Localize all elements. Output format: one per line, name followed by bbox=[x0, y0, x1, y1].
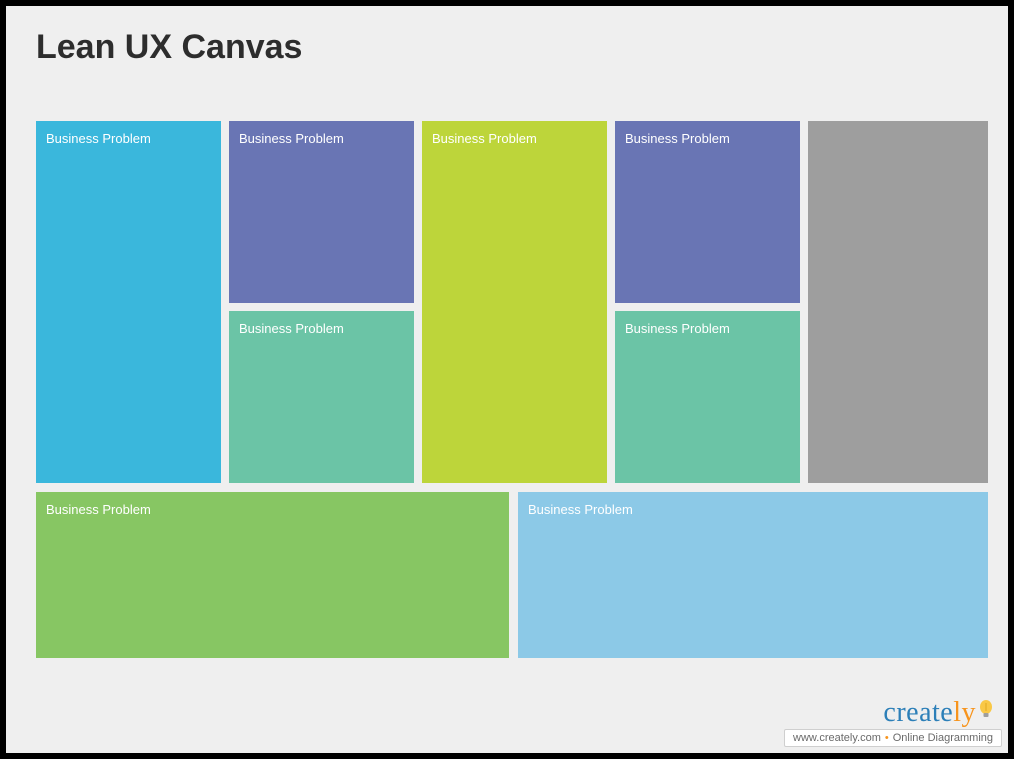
cell-label: Business Problem bbox=[625, 321, 730, 336]
cell-label: Business Problem bbox=[625, 131, 730, 146]
cell-label: Business Problem bbox=[528, 502, 633, 517]
brand-text-2: ly bbox=[953, 697, 976, 728]
cell-label: Business Problem bbox=[239, 321, 344, 336]
separator-dot-icon: • bbox=[881, 732, 893, 744]
cell-label: Business Problem bbox=[46, 131, 151, 146]
page-title: Lean UX Canvas bbox=[36, 28, 302, 67]
attribution-tag: Online Diagramming bbox=[893, 732, 993, 744]
cell-label: Business Problem bbox=[239, 131, 344, 146]
lightbulb-icon bbox=[978, 699, 994, 727]
brand-logo: creately bbox=[784, 699, 1002, 727]
canvas-cell-c4b: Business Problem bbox=[615, 311, 800, 483]
attribution-site: www.creately.com bbox=[793, 732, 881, 744]
attribution-bar: www.creately.com•Online Diagramming bbox=[784, 729, 1002, 747]
footer: creately www.creately.com•Online Diagram… bbox=[784, 699, 1002, 747]
cell-label: Business Problem bbox=[46, 502, 151, 517]
canvas-cell-c5 bbox=[808, 121, 988, 483]
canvas-cell-c2a: Business Problem bbox=[229, 121, 414, 303]
canvas-cell-c2b: Business Problem bbox=[229, 311, 414, 483]
cell-label: Business Problem bbox=[432, 131, 537, 146]
canvas-cell-c3: Business Problem bbox=[422, 121, 607, 483]
canvas-cell-c4a: Business Problem bbox=[615, 121, 800, 303]
canvas-cell-c1: Business Problem bbox=[36, 121, 221, 483]
canvas-cell-b2: Business Problem bbox=[518, 492, 988, 658]
canvas-page: Lean UX Canvas Business Problem Business … bbox=[6, 6, 1008, 753]
brand-text-1: create bbox=[883, 697, 953, 728]
canvas-cell-b1: Business Problem bbox=[36, 492, 509, 658]
